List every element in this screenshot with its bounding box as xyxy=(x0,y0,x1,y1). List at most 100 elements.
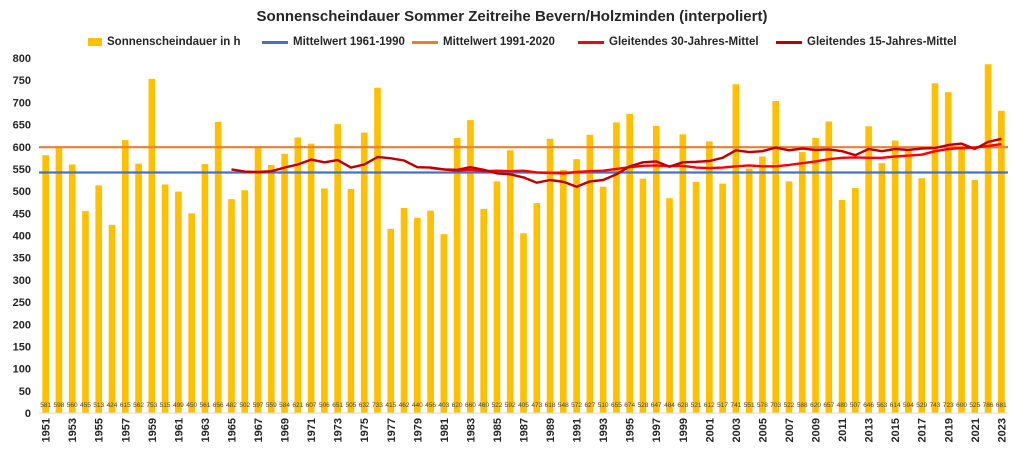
bar xyxy=(878,163,886,413)
bar xyxy=(732,84,740,414)
legend-swatch-moving-15 xyxy=(776,40,802,44)
data-label: 618 xyxy=(545,402,556,409)
bar xyxy=(228,199,235,413)
data-label: 786 xyxy=(983,402,994,409)
legend: Sonnenscheindauer in h Mittelwert 1961-1… xyxy=(0,36,1024,52)
data-label: 499 xyxy=(173,402,184,409)
chart-title: Sonnenscheindauer Sommer Zeitreihe Bever… xyxy=(256,8,768,25)
data-label: 502 xyxy=(239,402,250,409)
bar xyxy=(241,190,249,413)
data-label: 455 xyxy=(80,402,91,409)
y-tick-label: 700 xyxy=(13,97,31,109)
data-label: 597 xyxy=(253,402,264,409)
bar xyxy=(533,203,541,413)
y-tick-label: 450 xyxy=(13,208,31,220)
bar xyxy=(918,178,926,413)
x-tick-label: 1959 xyxy=(147,418,159,442)
bar xyxy=(108,224,116,413)
bar xyxy=(692,181,700,413)
x-tick-label: 1963 xyxy=(200,418,212,442)
bar xyxy=(440,234,448,413)
bar xyxy=(42,155,49,413)
y-tick-label: 150 xyxy=(13,341,31,353)
x-tick-label: 2021 xyxy=(970,418,982,442)
y-tick-label: 100 xyxy=(13,364,31,376)
x-tick-label: 2019 xyxy=(943,418,955,442)
x-tick-label: 1993 xyxy=(598,418,610,442)
x-tick-label: 2011 xyxy=(837,418,849,442)
bar xyxy=(161,184,169,413)
x-tick-label: 1981 xyxy=(439,418,451,442)
data-label: 651 xyxy=(332,402,343,409)
bar xyxy=(865,126,872,414)
legend-item-moving-30: Gleitendes 30-Jahres-Mittel xyxy=(578,36,759,48)
data-label: 628 xyxy=(677,402,688,409)
data-label: 403 xyxy=(438,402,449,409)
data-label: 529 xyxy=(916,402,927,409)
bar xyxy=(573,159,580,413)
x-tick-label: 2009 xyxy=(811,418,823,442)
data-label: 588 xyxy=(797,402,808,409)
bar xyxy=(639,178,647,413)
data-label: 681 xyxy=(996,402,1007,409)
x-tick-label: 1987 xyxy=(519,418,531,442)
data-label: 655 xyxy=(611,402,622,409)
x-tick-label: 2003 xyxy=(731,418,743,442)
data-label: 521 xyxy=(691,402,702,409)
data-label: 620 xyxy=(452,402,463,409)
x-tick-label: 1975 xyxy=(359,418,371,442)
bar xyxy=(321,188,328,413)
data-label: 627 xyxy=(584,402,595,409)
data-label: 743 xyxy=(930,402,941,409)
bar xyxy=(798,152,806,413)
data-label: 456 xyxy=(425,402,436,409)
x-tick-label: 1977 xyxy=(386,418,398,442)
bar xyxy=(360,132,368,414)
data-label: 505 xyxy=(346,402,357,409)
y-tick-label: 750 xyxy=(13,75,31,87)
x-tick-label: 1999 xyxy=(678,418,690,442)
data-label: 415 xyxy=(385,402,396,409)
bar xyxy=(493,181,501,413)
bar xyxy=(400,207,408,413)
x-tick-label: 1973 xyxy=(333,418,345,442)
y-tick-label: 650 xyxy=(13,120,31,132)
bar xyxy=(560,169,567,413)
x-tick-label: 1955 xyxy=(94,418,106,442)
legend-swatch-mean-1961-1990 xyxy=(262,40,288,44)
bar xyxy=(958,146,965,413)
bar xyxy=(188,213,195,413)
data-label: 674 xyxy=(624,402,635,409)
bar xyxy=(745,168,753,413)
bar xyxy=(626,113,634,413)
data-label: 647 xyxy=(651,402,662,409)
x-tick-label: 1991 xyxy=(572,418,584,442)
bar xyxy=(905,149,912,413)
bar xyxy=(520,233,527,413)
y-tick-label: 800 xyxy=(13,53,31,65)
bar xyxy=(719,183,726,413)
data-label: 703 xyxy=(770,402,781,409)
y-tick-label: 300 xyxy=(13,275,31,287)
x-tick-label: 1979 xyxy=(412,418,424,442)
data-label: 482 xyxy=(226,402,237,409)
data-label: 484 xyxy=(664,402,675,409)
legend-swatch-mean-1991-2020 xyxy=(412,40,438,44)
y-tick-label: 50 xyxy=(19,386,31,398)
data-label: 559 xyxy=(266,402,277,409)
data-label: 528 xyxy=(638,402,649,409)
bar xyxy=(971,180,979,413)
line-moving-15 xyxy=(231,137,1002,188)
bar xyxy=(679,134,687,413)
data-label: 572 xyxy=(571,402,582,409)
data-label: 632 xyxy=(359,402,370,409)
data-label: 563 xyxy=(876,402,887,409)
data-label: 450 xyxy=(186,402,197,409)
x-tick-label: 1953 xyxy=(67,418,79,442)
bar xyxy=(95,185,103,413)
data-label: 646 xyxy=(863,402,874,409)
data-label: 612 xyxy=(704,402,715,409)
data-label: 515 xyxy=(160,402,171,409)
bar xyxy=(334,124,341,414)
x-tick-label: 2001 xyxy=(704,418,716,442)
